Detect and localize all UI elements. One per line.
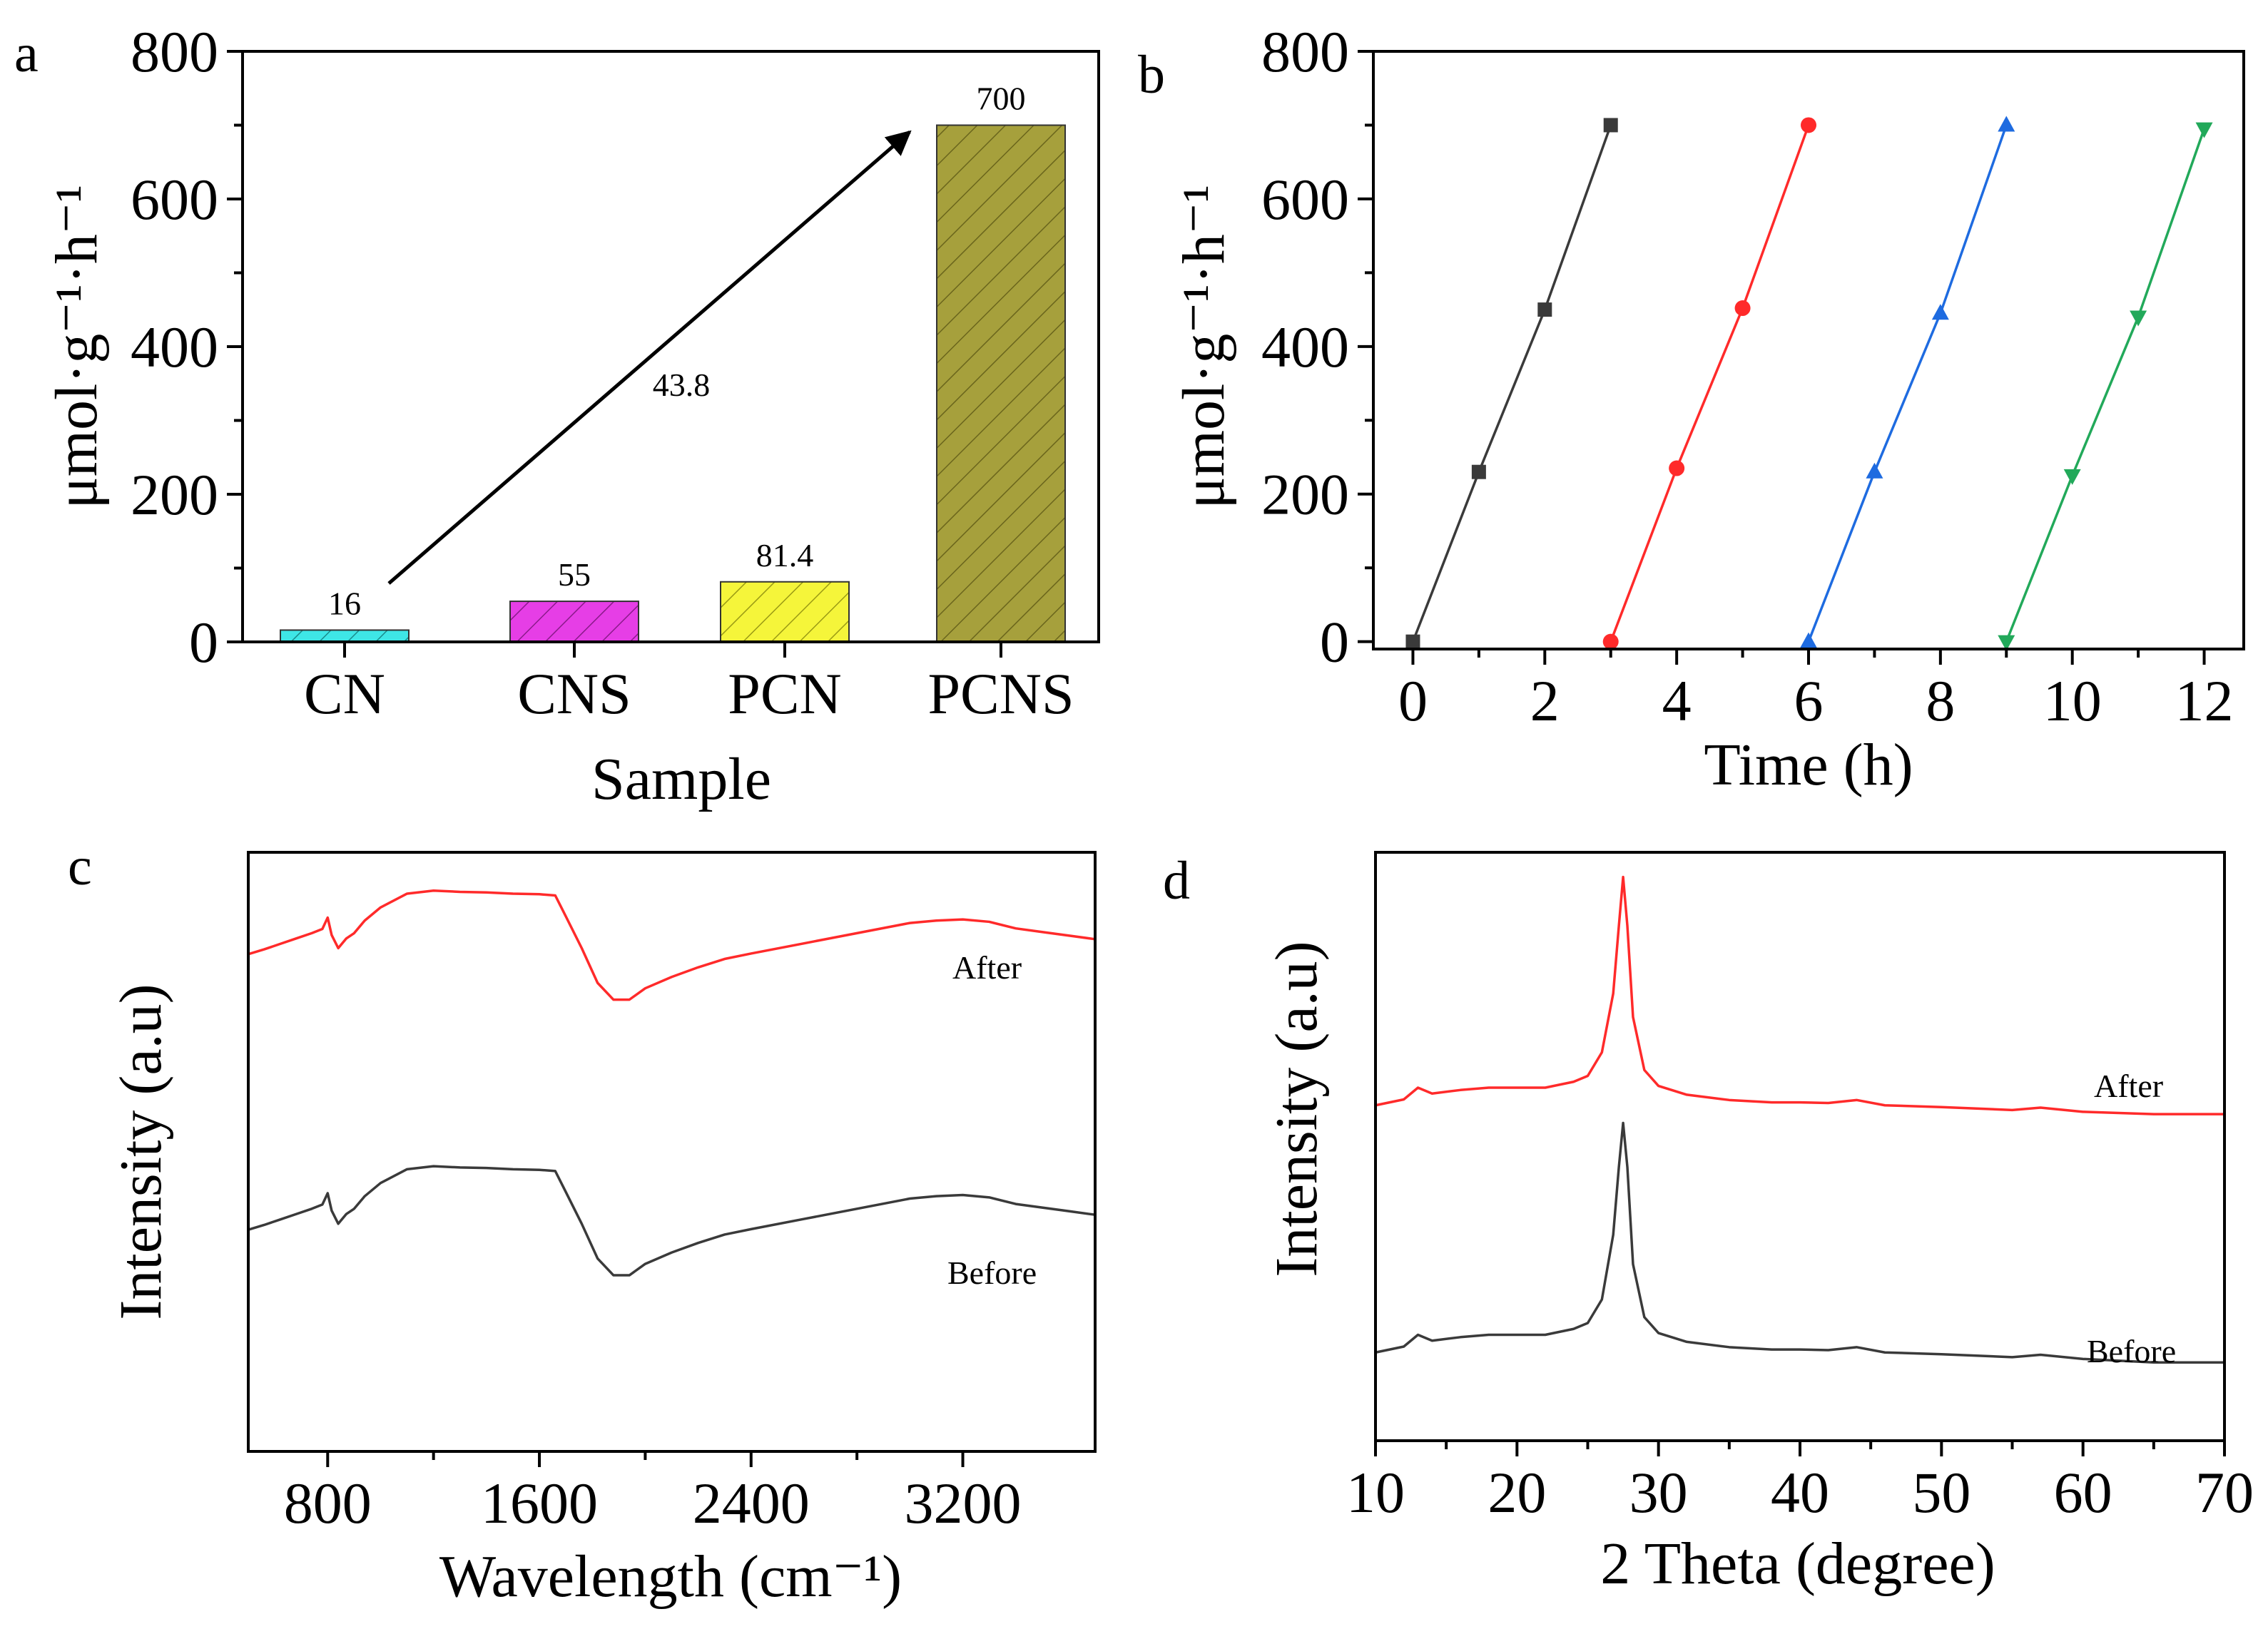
bar-value-label-pcns: 700 [977, 81, 1026, 117]
panel-b-marker [1801, 117, 1816, 133]
panel-d-xtick-label: 10 [1346, 1460, 1405, 1525]
panel-d-series-after [1375, 875, 2224, 1115]
panel-c-series-after [248, 889, 1096, 1001]
panel-b-series [1405, 116, 2213, 651]
panel-c-series-before [248, 1165, 1096, 1277]
panel-c-after-label: After [952, 949, 1022, 986]
panel-b-ytick-label: 600 [1261, 167, 1349, 232]
panel-a-ytick-label: 400 [131, 315, 218, 379]
panel-b-marker [1998, 116, 2015, 132]
panel-b-marker [1931, 304, 1949, 320]
panel-d-xtick-label: 60 [2054, 1460, 2112, 1525]
bar-value-label-cns: 55 [558, 556, 591, 593]
panel-d-series [1375, 875, 2224, 1364]
panel-b-tag: b [1138, 45, 1165, 105]
panel-a-ratio-annotation: 43.8 [653, 367, 711, 403]
panel-b-marker [1471, 464, 1486, 479]
panel-d-series-before [1375, 1121, 2224, 1364]
panel-b-ytick-label: 0 [1320, 610, 1349, 675]
panel-d-xtick-label: 70 [2195, 1460, 2254, 1525]
panel-a-xtick-label-cn: CN [304, 661, 385, 726]
bar-value-label-pcn: 81.4 [756, 537, 814, 573]
bar-pcns [936, 124, 1066, 643]
panel-b-xtick-label: 12 [2175, 668, 2234, 733]
panel-c-series [248, 889, 1096, 1277]
panel-b-marker [2195, 122, 2213, 138]
panel-b-frame [1372, 50, 2245, 650]
panel-b-ytick-label: 200 [1261, 462, 1349, 527]
panel-a-xtick-label-cns: CNS [517, 661, 631, 726]
panel-a-tag: a [14, 24, 39, 83]
panel-a-ytick-label: 200 [131, 462, 218, 527]
panel-a-trend-arrow [387, 130, 912, 585]
panel-b-marker [2063, 469, 2081, 485]
panel-c-tag: c [68, 837, 92, 897]
panel-b-series-line-4 [2005, 128, 2206, 643]
panel-b-marker [1734, 300, 1751, 317]
panel-b-marker [1603, 118, 1618, 133]
panel-b-xtick-label: 8 [1926, 668, 1955, 733]
panel-c-before-label: Before [947, 1255, 1037, 1291]
panel-a-axes: 0 200 400 600 800 CN CNS PCN PCNS [131, 19, 1100, 726]
panel-a-ytick-label: 600 [131, 167, 218, 232]
bar-cn [280, 629, 410, 643]
panel-d-xtick-label: 50 [1912, 1460, 1970, 1525]
panel-b-marker [1537, 302, 1552, 317]
panel-a-y-axis-label: μmol·g⁻¹·h⁻¹ [44, 185, 110, 509]
bar-cns [509, 601, 639, 643]
panel-b-xtick-label: 10 [2043, 668, 2102, 733]
panel-a-xtick-label-pcn: PCN [728, 661, 842, 726]
panel-b-series-line-1 [1411, 124, 1612, 643]
panel-b-xtick-label: 2 [1530, 668, 1560, 733]
panel-a-bars [280, 124, 1066, 643]
bar-value-label-cn: 16 [328, 585, 361, 621]
panel-c-axes: 800 1600 2400 3200 [247, 851, 1097, 1536]
panel-b-xtick-label: 4 [1662, 668, 1692, 733]
panel-d-xrd-chart: d 10 20 30 40 50 60 70 After Before 2 Theta (d… [1163, 851, 2254, 1597]
panel-b-marker [1405, 634, 1420, 649]
panel-b-series-line-2 [1610, 124, 1810, 643]
panel-b-ytick-label: 400 [1261, 315, 1349, 379]
panel-b-xtick-label: 0 [1398, 668, 1428, 733]
panel-b-marker [1998, 635, 2015, 651]
panel-b-series-line-3 [1807, 124, 2008, 643]
panel-c-xtick-label: 3200 [905, 1471, 1022, 1536]
bar-pcn [720, 581, 850, 643]
panel-d-xtick-label: 30 [1629, 1460, 1688, 1525]
panel-b-marker [1866, 462, 1883, 479]
panel-b-x-axis-label: Time (h) [1704, 732, 1913, 798]
panel-b-xtick-label: 6 [1794, 668, 1824, 733]
panel-c-frame [247, 851, 1097, 1453]
panel-d-xtick-label: 40 [1771, 1460, 1829, 1525]
panel-b-marker [1602, 633, 1619, 650]
panel-d-x-axis-label: 2 Theta (degree) [1600, 1531, 1995, 1597]
panel-a-value-labels: 16 55 81.4 700 [328, 81, 1026, 622]
panel-d-axes: 10 20 30 40 50 60 70 [1346, 851, 2254, 1525]
panel-d-after-label: After [2094, 1068, 2163, 1104]
panel-d-tag: d [1163, 851, 1190, 911]
panel-b-ytick-label: 800 [1261, 19, 1349, 84]
panel-c-xtick-label: 1600 [481, 1471, 598, 1536]
panel-a-xtick-label-pcns: PCNS [927, 661, 1074, 726]
panel-c-xtick-label: 800 [284, 1471, 372, 1536]
panel-a-x-axis-label: Sample [591, 746, 771, 812]
panel-c-spectrum-chart: c 800 1600 2400 3200 After Before Wavelengt… [68, 837, 1097, 1610]
panel-b-marker [2130, 310, 2147, 327]
panel-d-xtick-label: 20 [1488, 1460, 1546, 1525]
panel-b-marker [1669, 460, 1685, 476]
panel-c-y-axis-label: Intensity (a.u) [108, 984, 174, 1319]
panel-a-ytick-label: 0 [189, 610, 218, 675]
panel-d-y-axis-label: Intensity (a.u) [1263, 941, 1330, 1277]
panel-d-before-label: Before [2087, 1333, 2176, 1369]
panel-b-y-axis-label: μmol·g⁻¹·h⁻¹ [1171, 185, 1237, 509]
panel-c-x-axis-label: Wavelength (cm⁻¹) [439, 1543, 902, 1610]
panel-b-marker [1800, 632, 1817, 648]
panel-b-axes: 0 200 400 600 800 0 2 4 6 8 10 12 [1261, 19, 2245, 733]
panel-c-xtick-label: 2400 [693, 1471, 810, 1536]
panel-b-line-chart: b 0 200 400 600 800 0 2 4 6 8 10 12 Time (h) μmol·g… [1138, 19, 2245, 798]
panel-a-ytick-label: 800 [131, 19, 218, 84]
